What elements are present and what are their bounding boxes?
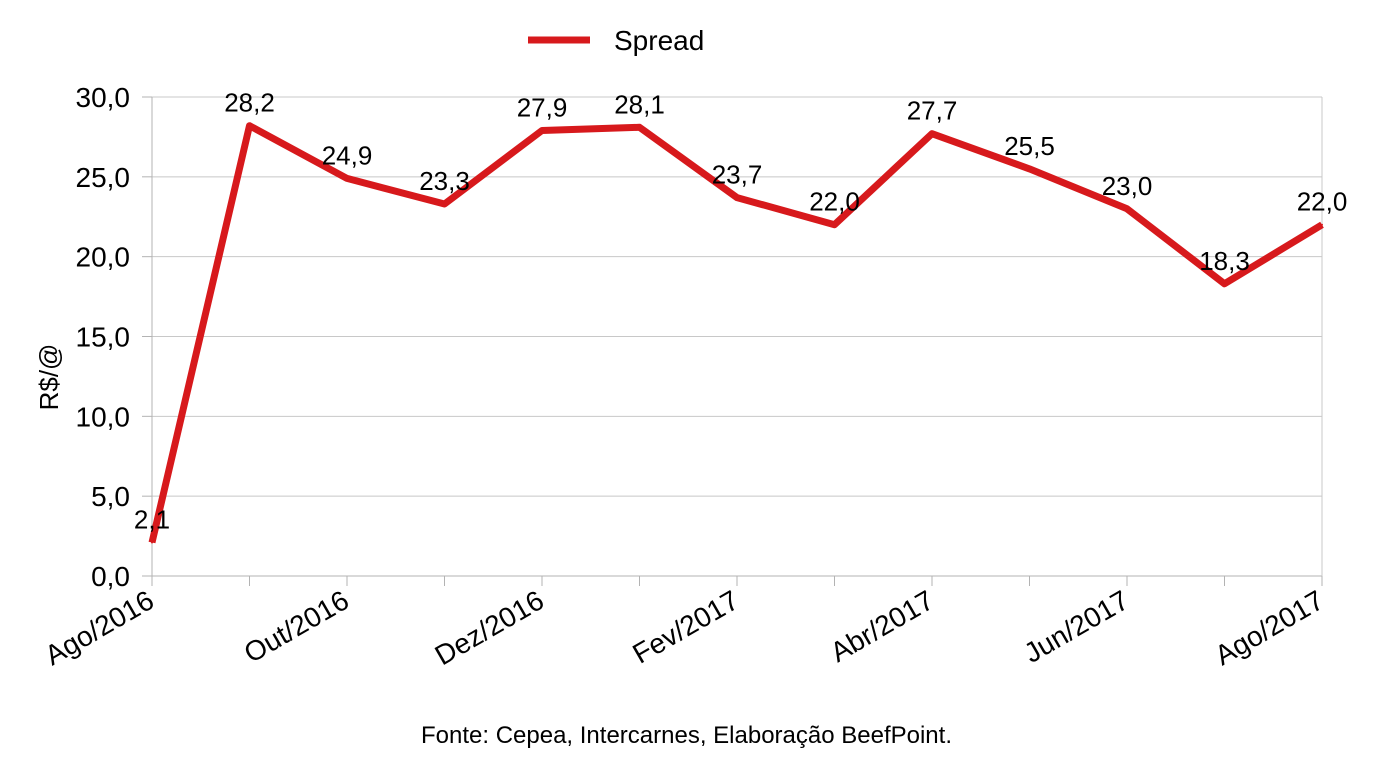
source-note: Fonte: Cepea, Intercarnes, Elaboração Be… (421, 722, 952, 749)
y-tick-label: 5,0 (91, 481, 130, 512)
data-point (1321, 223, 1323, 226)
x-tick-label: Ago/2017 (1210, 584, 1329, 671)
legend: Spread (528, 25, 704, 56)
data-label: 23,7 (712, 160, 763, 190)
x-tick-label: Ago/2016 (40, 584, 159, 671)
data-point (638, 126, 641, 129)
data-point (833, 223, 836, 226)
data-label: 22,0 (809, 187, 860, 217)
y-axis-label: R$/@ (34, 344, 64, 411)
data-label: 18,3 (1199, 246, 1250, 276)
data-point (1126, 207, 1128, 210)
y-tick-label: 20,0 (76, 242, 131, 273)
data-label: 28,2 (224, 88, 275, 118)
data-label: 27,7 (907, 96, 958, 126)
data-point (1028, 167, 1031, 170)
data-label: 2,1 (134, 504, 170, 534)
data-label: 25,5 (1004, 131, 1055, 161)
data-point (443, 202, 446, 205)
data-label: 28,1 (614, 89, 665, 119)
data-label: 23,3 (419, 166, 470, 196)
data-point (151, 541, 153, 544)
x-tick-label: Dez/2016 (430, 584, 549, 671)
x-tick-label: Out/2016 (239, 584, 354, 668)
y-tick-label: 30,0 (76, 82, 131, 113)
x-tick-label: Fev/2017 (627, 584, 744, 669)
data-point (736, 196, 738, 199)
data-point (346, 177, 348, 180)
data-labels: 2,1 28,2 24,9 23,3 27,9 28,1 23,7 22,0 27,7 25,5 2… (134, 88, 1347, 535)
data-label: 27,9 (517, 93, 568, 123)
x-tick-label: Abr/2017 (825, 584, 939, 668)
data-label: 22,0 (1297, 187, 1348, 217)
y-tick-label: 25,0 (76, 162, 131, 193)
data-label: 23,0 (1102, 171, 1153, 201)
data-point (541, 129, 543, 132)
data-label: 24,9 (322, 140, 373, 170)
data-point (931, 132, 933, 135)
data-point (1223, 282, 1226, 285)
legend-label-spread: Spread (614, 25, 704, 56)
y-tick-label: 0,0 (91, 561, 130, 592)
series-layer (148, 122, 1324, 544)
y-tick-label: 15,0 (76, 322, 131, 353)
data-point (248, 124, 251, 127)
x-tick-label: Jun/2017 (1019, 584, 1134, 668)
y-tick-label: 10,0 (76, 401, 131, 432)
